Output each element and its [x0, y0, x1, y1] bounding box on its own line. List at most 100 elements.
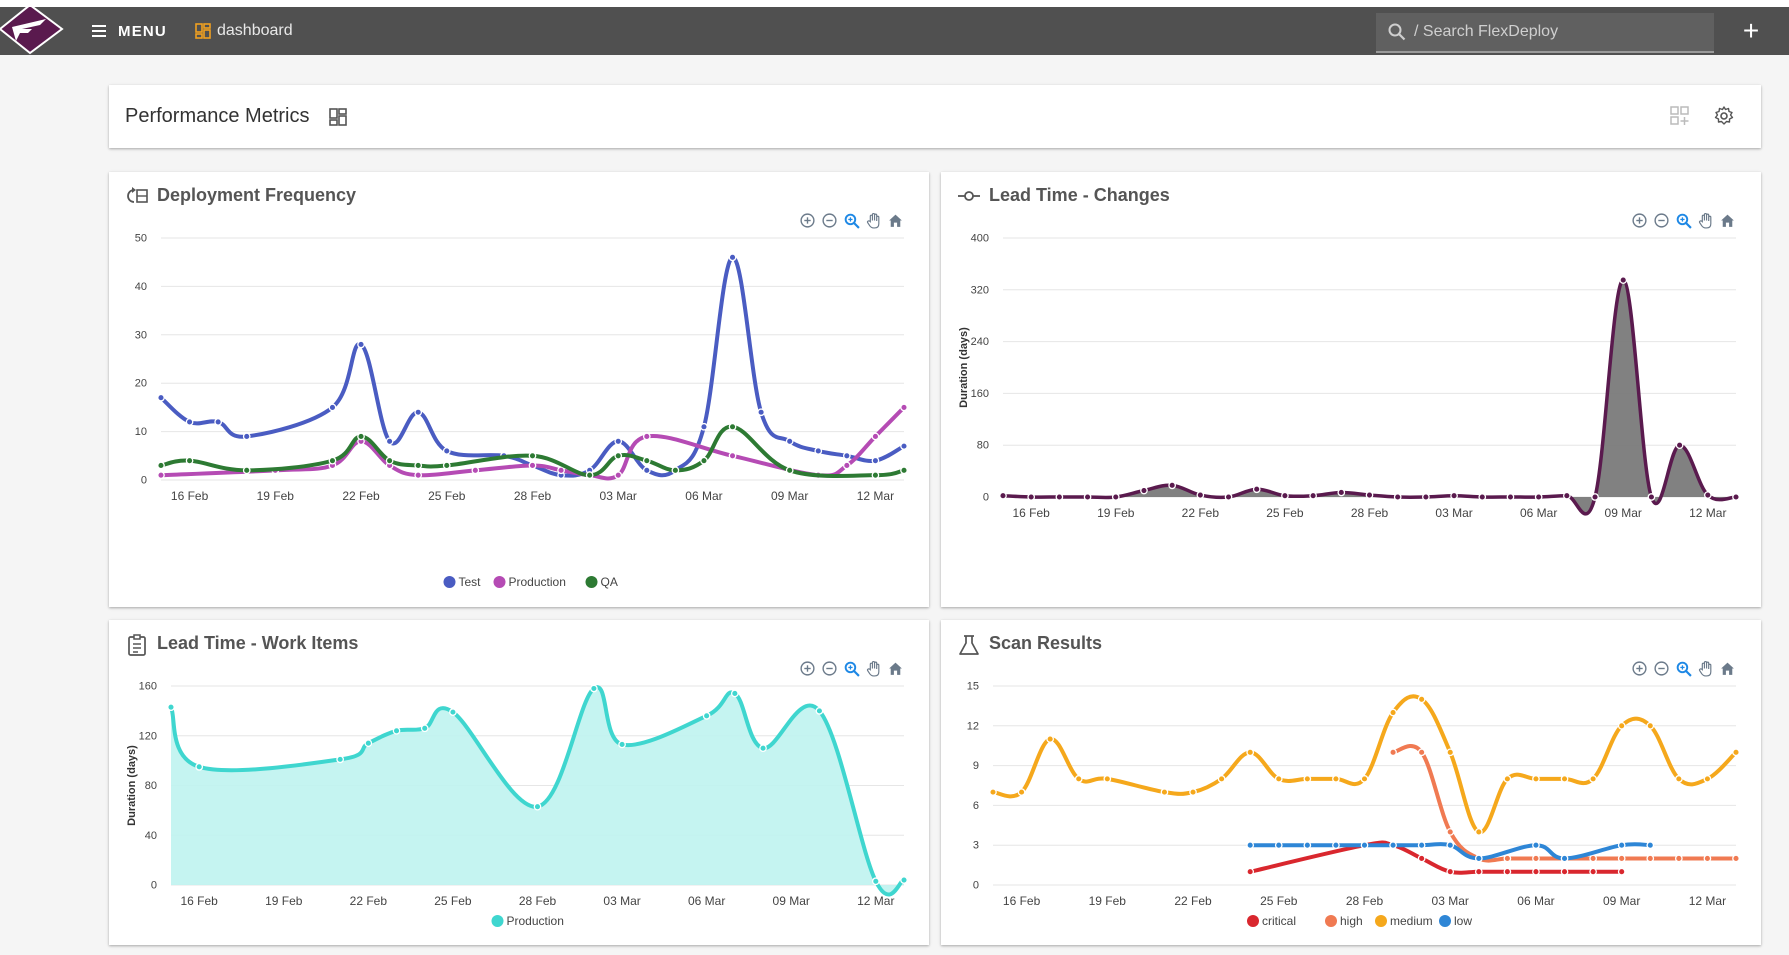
zoom-out-icon[interactable] [1653, 660, 1670, 677]
data-point[interactable] [533, 802, 542, 811]
data-point[interactable] [328, 403, 337, 412]
data-point[interactable] [167, 703, 175, 711]
data-point[interactable] [1703, 491, 1712, 499]
data-point[interactable] [1140, 486, 1148, 495]
data-point[interactable] [1417, 854, 1426, 863]
pan-icon[interactable] [1697, 660, 1714, 677]
data-point[interactable] [471, 466, 480, 475]
data-point[interactable] [157, 461, 165, 470]
data-point[interactable] [814, 447, 823, 455]
data-point[interactable] [900, 876, 908, 884]
legend-marker[interactable] [491, 915, 504, 927]
add-widget-icon[interactable] [1669, 105, 1691, 127]
data-point[interactable] [1217, 775, 1226, 783]
data-point[interactable] [1446, 867, 1455, 876]
data-point[interactable] [1560, 775, 1569, 783]
data-point[interactable] [1332, 775, 1340, 783]
data-point[interactable] [1422, 493, 1430, 501]
add-button[interactable]: + [1742, 15, 1760, 46]
data-point[interactable] [728, 253, 737, 262]
data-point[interactable] [642, 432, 651, 441]
data-point[interactable] [1274, 775, 1283, 783]
gear-icon[interactable] [1713, 105, 1735, 127]
data-point[interactable] [1675, 441, 1684, 450]
data-point[interactable] [1674, 854, 1683, 863]
data-point[interactable] [1303, 841, 1312, 850]
data-point[interactable] [1111, 493, 1120, 501]
data-point[interactable] [590, 684, 598, 693]
data-point[interactable] [357, 432, 365, 441]
data-point[interactable] [785, 437, 794, 446]
data-point[interactable] [528, 451, 537, 460]
data-point[interactable] [1246, 867, 1255, 876]
data-point[interactable] [1474, 854, 1483, 863]
legend-marker[interactable] [1325, 915, 1337, 927]
data-point[interactable] [1309, 491, 1317, 500]
zoom-in-icon[interactable] [1631, 212, 1648, 229]
data-point[interactable] [1393, 493, 1402, 501]
data-point[interactable] [1337, 488, 1346, 497]
data-point[interactable] [1560, 867, 1569, 876]
data-point[interactable] [1360, 775, 1369, 783]
data-point[interactable] [1674, 775, 1683, 783]
data-point[interactable] [730, 689, 739, 698]
legend-marker[interactable] [585, 576, 598, 588]
data-point[interactable] [1083, 493, 1092, 501]
search-box[interactable] [1376, 13, 1714, 53]
data-point[interactable] [642, 456, 651, 465]
data-point[interactable] [1617, 867, 1626, 876]
data-point[interactable] [1703, 775, 1712, 783]
data-point[interactable] [614, 451, 623, 460]
data-point[interactable] [214, 418, 223, 426]
pan-icon[interactable] [1697, 212, 1714, 229]
data-point[interactable] [1027, 493, 1036, 501]
data-point[interactable] [871, 456, 880, 465]
data-point[interactable] [785, 466, 794, 475]
data-point[interactable] [1446, 748, 1455, 757]
data-point[interactable] [1446, 841, 1455, 850]
data-point[interactable] [1732, 493, 1740, 501]
zoom-out-icon[interactable] [1653, 212, 1670, 229]
pan-icon[interactable] [865, 212, 882, 229]
data-point[interactable] [757, 408, 765, 417]
data-point[interactable] [900, 442, 908, 450]
data-point[interactable] [1732, 748, 1740, 757]
data-point[interactable] [700, 456, 708, 465]
data-point[interactable] [1589, 775, 1597, 783]
zoom-out-icon[interactable] [821, 660, 838, 677]
reset-home-icon[interactable] [1719, 212, 1736, 229]
legend-label[interactable]: low [1454, 914, 1472, 928]
data-point[interactable] [1532, 854, 1540, 863]
data-point[interactable] [1103, 775, 1112, 783]
data-point[interactable] [442, 461, 451, 470]
data-point[interactable] [1017, 788, 1026, 796]
data-point[interactable] [1478, 493, 1487, 501]
data-point[interactable] [1617, 854, 1626, 863]
data-point[interactable] [1224, 493, 1233, 501]
data-point[interactable] [157, 471, 165, 480]
data-point[interactable] [1196, 491, 1205, 499]
data-point[interactable] [1532, 841, 1540, 850]
data-point[interactable] [242, 432, 251, 441]
data-point[interactable] [1646, 841, 1655, 850]
data-point[interactable] [1562, 491, 1571, 500]
data-point[interactable] [989, 788, 997, 796]
data-point[interactable] [557, 466, 565, 475]
data-point[interactable] [1417, 748, 1426, 757]
data-point[interactable] [728, 451, 737, 460]
flexdeploy-logo[interactable] [0, 3, 66, 55]
zoom-in-icon[interactable] [799, 212, 816, 229]
data-point[interactable] [1252, 485, 1261, 494]
data-point[interactable] [414, 408, 423, 417]
data-point[interactable] [614, 437, 623, 446]
legend-label[interactable]: high [1340, 914, 1363, 928]
data-point[interactable] [702, 712, 711, 720]
data-point[interactable] [385, 437, 394, 446]
selection-zoom-icon[interactable] [843, 660, 860, 677]
data-point[interactable] [157, 393, 165, 402]
legend-marker[interactable] [493, 576, 506, 588]
data-point[interactable] [1617, 721, 1626, 730]
pan-icon[interactable] [865, 660, 882, 677]
data-point[interactable] [842, 451, 851, 460]
data-point[interactable] [1450, 491, 1458, 500]
